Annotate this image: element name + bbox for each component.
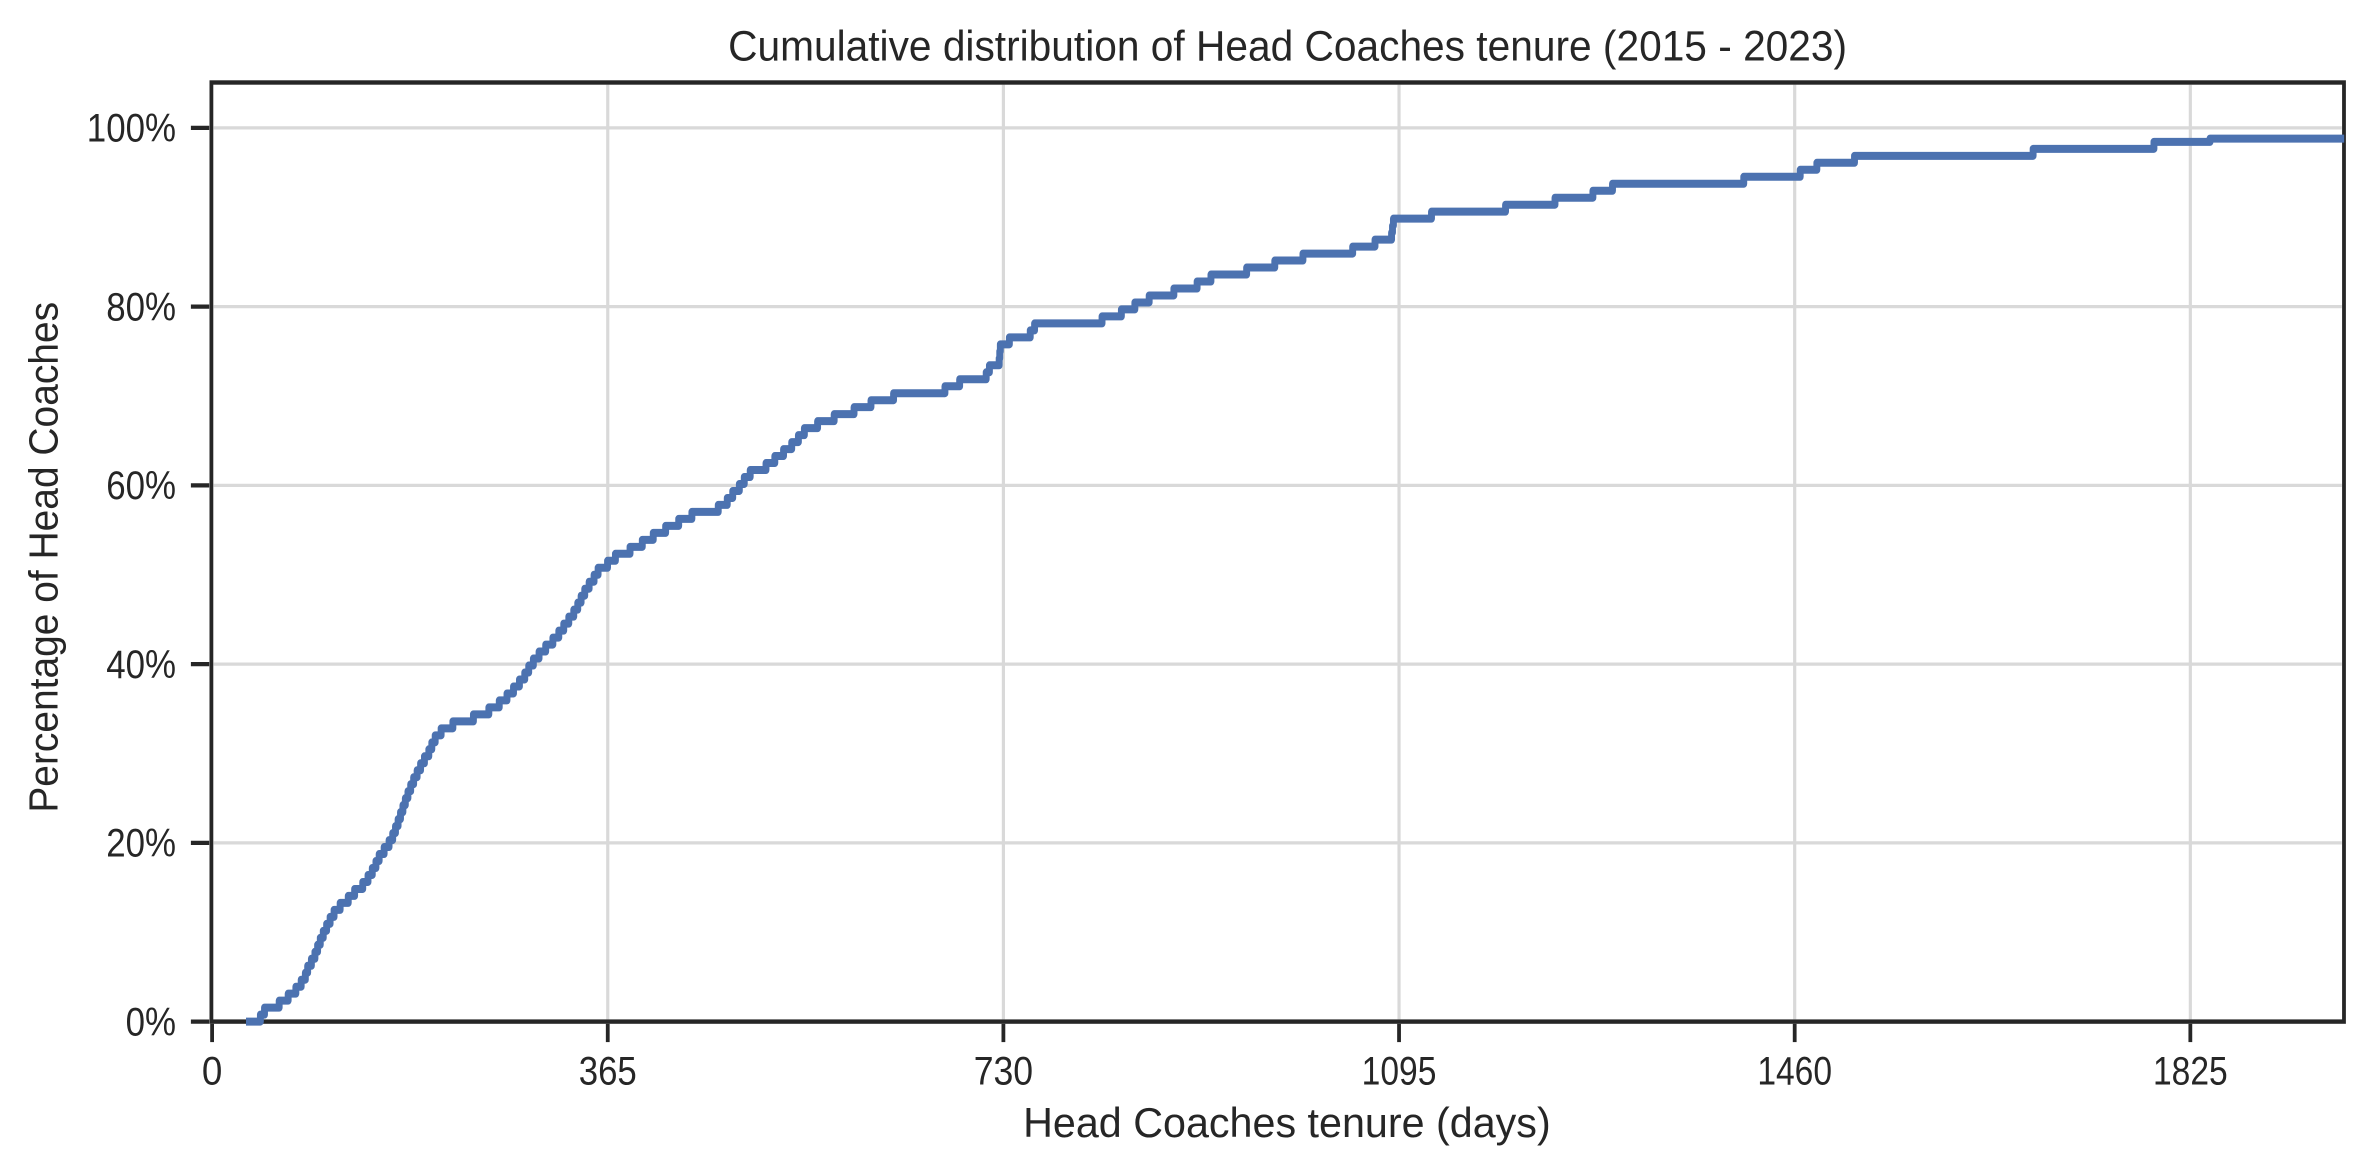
svg-text:1460: 1460	[1757, 1049, 1832, 1093]
svg-text:1825: 1825	[2153, 1049, 2228, 1093]
svg-text:Head Coaches tenure (days): Head Coaches tenure (days)	[1023, 1099, 1551, 1146]
svg-text:Cumulative distribution of Hea: Cumulative distribution of Head Coaches …	[728, 21, 1847, 69]
svg-text:1095: 1095	[1362, 1049, 1437, 1093]
svg-text:730: 730	[974, 1050, 1033, 1094]
svg-text:80%: 80%	[106, 284, 176, 329]
svg-text:0: 0	[202, 1049, 222, 1094]
svg-text:0%: 0%	[126, 999, 176, 1044]
svg-text:20%: 20%	[106, 820, 176, 865]
svg-text:60%: 60%	[106, 463, 176, 508]
svg-text:40%: 40%	[106, 642, 176, 687]
svg-text:100%: 100%	[87, 105, 176, 150]
svg-text:Percentage of Head Coaches: Percentage of Head Coaches	[21, 302, 66, 813]
svg-text:365: 365	[579, 1048, 637, 1093]
